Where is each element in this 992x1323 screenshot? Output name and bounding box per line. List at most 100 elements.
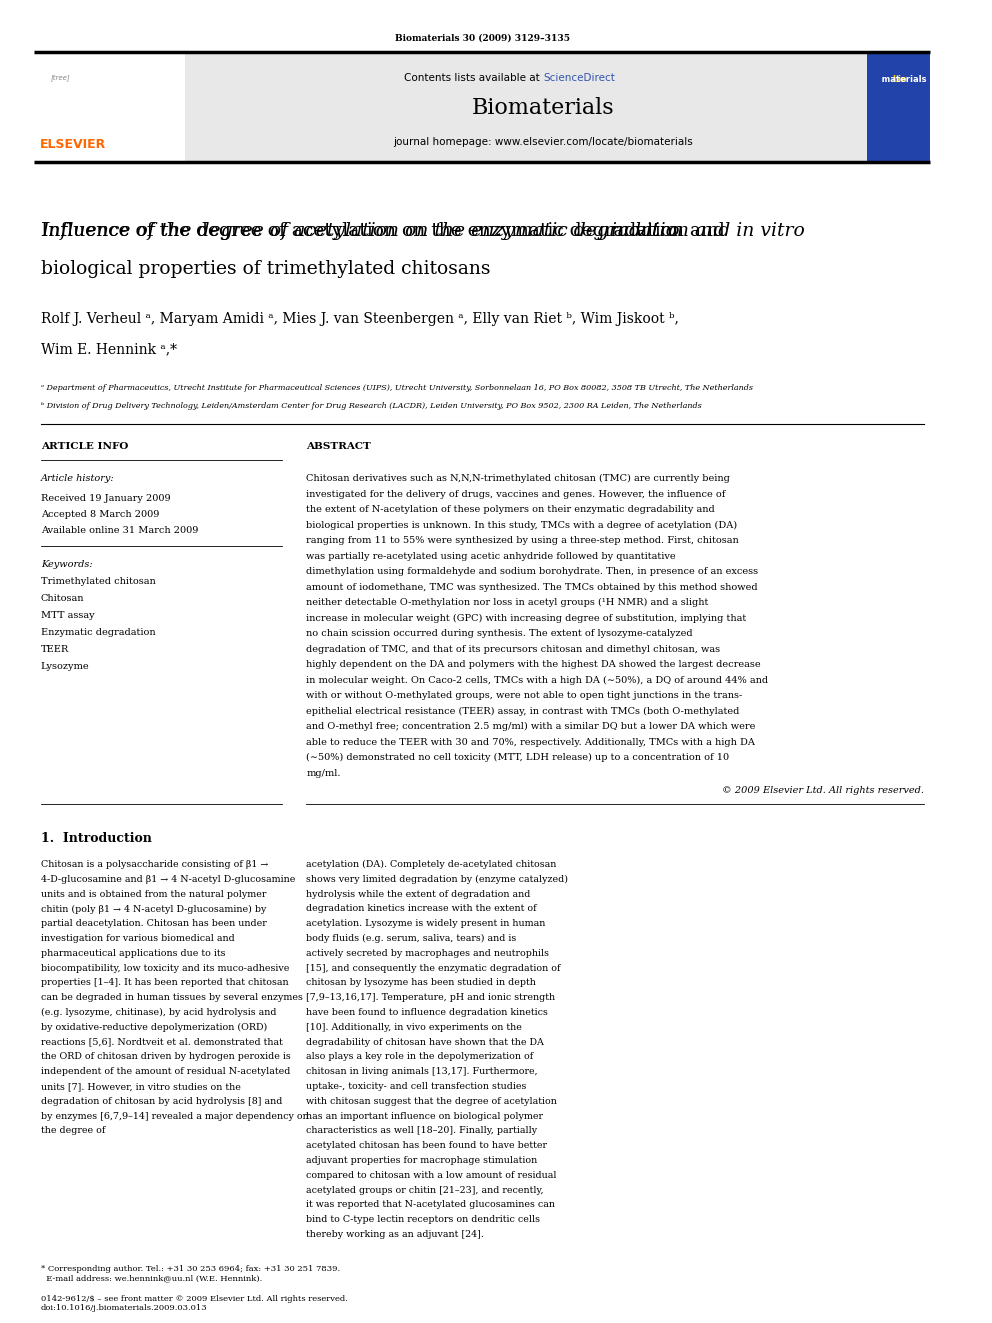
Text: actively secreted by macrophages and neutrophils: actively secreted by macrophages and neu… bbox=[307, 949, 550, 958]
Text: Influence of the degree of acetylation on the enzymatic degradation and in vitro: Influence of the degree of acetylation o… bbox=[41, 222, 805, 239]
Text: 0142-9612/$ – see front matter © 2009 Elsevier Ltd. All rights reserved.
doi:10.: 0142-9612/$ – see front matter © 2009 El… bbox=[41, 1295, 348, 1312]
Text: ELSEVIER: ELSEVIER bbox=[40, 138, 106, 151]
Text: degradation of TMC, and that of its precursors chitosan and dimethyl chitosan, w: degradation of TMC, and that of its prec… bbox=[307, 644, 720, 654]
Text: uptake-, toxicity- and cell transfection studies: uptake-, toxicity- and cell transfection… bbox=[307, 1082, 527, 1091]
Text: Keywords:: Keywords: bbox=[41, 560, 92, 569]
Text: pharmaceutical applications due to its: pharmaceutical applications due to its bbox=[41, 949, 225, 958]
Text: the extent of N-acetylation of these polymers on their enzymatic degradability a: the extent of N-acetylation of these pol… bbox=[307, 505, 715, 515]
Text: Rolf J. Verheul ᵃ, Maryam Amidi ᵃ, Mies J. van Steenbergen ᵃ, Elly van Riet ᵇ, W: Rolf J. Verheul ᵃ, Maryam Amidi ᵃ, Mies … bbox=[41, 312, 679, 325]
Text: adjuvant properties for macrophage stimulation: adjuvant properties for macrophage stimu… bbox=[307, 1156, 538, 1166]
Text: hydrolysis while the extent of degradation and: hydrolysis while the extent of degradati… bbox=[307, 889, 531, 898]
Text: with chitosan suggest that the degree of acetylation: with chitosan suggest that the degree of… bbox=[307, 1097, 558, 1106]
Text: degradability of chitosan have shown that the DA: degradability of chitosan have shown tha… bbox=[307, 1037, 545, 1046]
Text: properties [1–4]. It has been reported that chitosan: properties [1–4]. It has been reported t… bbox=[41, 979, 289, 987]
Text: characteristics as well [18–20]. Finally, partially: characteristics as well [18–20]. Finally… bbox=[307, 1126, 538, 1135]
Text: able to reduce the TEER with 30 and 70%, respectively. Additionally, TMCs with a: able to reduce the TEER with 30 and 70%,… bbox=[307, 737, 755, 746]
Text: epithelial electrical resistance (TEER) assay, in contrast with TMCs (both O-met: epithelial electrical resistance (TEER) … bbox=[307, 706, 740, 716]
Text: bind to C-type lectin receptors on dendritic cells: bind to C-type lectin receptors on dendr… bbox=[307, 1216, 541, 1224]
Text: TEER: TEER bbox=[41, 646, 69, 654]
Text: [tree]: [tree] bbox=[51, 74, 70, 82]
Text: investigated for the delivery of drugs, vaccines and genes. However, the influen: investigated for the delivery of drugs, … bbox=[307, 490, 725, 499]
Text: has an important influence on biological polymer: has an important influence on biological… bbox=[307, 1111, 544, 1121]
Text: neither detectable O-methylation nor loss in acetyl groups (¹H NMR) and a slight: neither detectable O-methylation nor los… bbox=[307, 598, 708, 607]
Bar bbox=[867, 52, 930, 161]
Text: was partially re-acetylated using acetic anhydride followed by quantitative: was partially re-acetylated using acetic… bbox=[307, 552, 676, 561]
Text: [15], and consequently the enzymatic degradation of: [15], and consequently the enzymatic deg… bbox=[307, 963, 560, 972]
Text: shows very limited degradation by (enzyme catalyzed): shows very limited degradation by (enzym… bbox=[307, 875, 568, 884]
Text: can be degraded in human tissues by several enzymes: can be degraded in human tissues by seve… bbox=[41, 994, 303, 1003]
Text: Received 19 January 2009: Received 19 January 2009 bbox=[41, 493, 171, 503]
Text: biological properties is unknown. In this study, TMCs with a degree of acetylati: biological properties is unknown. In thi… bbox=[307, 520, 737, 529]
Text: © 2009 Elsevier Ltd. All rights reserved.: © 2009 Elsevier Ltd. All rights reserved… bbox=[721, 786, 924, 795]
Text: chitin (poly β1 → 4 N-acetyl D-glucosamine) by: chitin (poly β1 → 4 N-acetyl D-glucosami… bbox=[41, 905, 266, 913]
Text: the degree of: the degree of bbox=[41, 1126, 105, 1135]
Text: Biomaterials 30 (2009) 3129–3135: Biomaterials 30 (2009) 3129–3135 bbox=[395, 33, 569, 42]
Text: with or without O-methylated groups, were not able to open tight junctions in th: with or without O-methylated groups, wer… bbox=[307, 691, 743, 700]
Text: reactions [5,6]. Nordtveit et al. demonstrated that: reactions [5,6]. Nordtveit et al. demons… bbox=[41, 1037, 283, 1046]
Text: 4-D-glucosamine and β1 → 4 N-acetyl D-glucosamine: 4-D-glucosamine and β1 → 4 N-acetyl D-gl… bbox=[41, 875, 296, 884]
Text: in molecular weight. On Caco-2 cells, TMCs with a high DA (∼50%), a DQ of around: in molecular weight. On Caco-2 cells, TM… bbox=[307, 676, 769, 684]
Text: independent of the amount of residual N-acetylated: independent of the amount of residual N-… bbox=[41, 1068, 291, 1076]
Text: biological properties of trimethylated chitosans: biological properties of trimethylated c… bbox=[41, 261, 490, 278]
Text: [7,9–13,16,17]. Temperature, pH and ionic strength: [7,9–13,16,17]. Temperature, pH and ioni… bbox=[307, 994, 556, 1003]
Text: body fluids (e.g. serum, saliva, tears) and is: body fluids (e.g. serum, saliva, tears) … bbox=[307, 934, 517, 943]
Text: degradation kinetics increase with the extent of: degradation kinetics increase with the e… bbox=[307, 905, 537, 913]
Text: ARTICLE INFO: ARTICLE INFO bbox=[41, 442, 128, 451]
Text: (e.g. lysozyme, chitinase), by acid hydrolysis and: (e.g. lysozyme, chitinase), by acid hydr… bbox=[41, 1008, 277, 1017]
Text: chitosan by lysozyme has been studied in depth: chitosan by lysozyme has been studied in… bbox=[307, 979, 536, 987]
Text: amount of iodomethane, TMC was synthesized. The TMCs obtained by this method sho: amount of iodomethane, TMC was synthesiz… bbox=[307, 582, 758, 591]
Text: Enzymatic degradation: Enzymatic degradation bbox=[41, 628, 156, 636]
Text: increase in molecular weight (GPC) with increasing degree of substitution, imply: increase in molecular weight (GPC) with … bbox=[307, 614, 747, 623]
Text: by oxidative-reductive depolymerization (ORD): by oxidative-reductive depolymerization … bbox=[41, 1023, 267, 1032]
Text: investigation for various biomedical and: investigation for various biomedical and bbox=[41, 934, 234, 943]
Text: Chitosan derivatives such as N,N,N-trimethylated chitosan (TMC) are currently be: Chitosan derivatives such as N,N,N-trime… bbox=[307, 474, 730, 483]
Text: Lysozyme: Lysozyme bbox=[41, 662, 89, 671]
Text: units [7]. However, in vitro studies on the: units [7]. However, in vitro studies on … bbox=[41, 1082, 241, 1091]
Bar bbox=[34, 52, 930, 161]
Text: bio: bio bbox=[892, 75, 907, 83]
Text: thereby working as an adjuvant [24].: thereby working as an adjuvant [24]. bbox=[307, 1230, 484, 1240]
Text: dimethylation using formaldehyde and sodium borohydrate. Then, in presence of an: dimethylation using formaldehyde and sod… bbox=[307, 568, 759, 576]
Text: Accepted 8 March 2009: Accepted 8 March 2009 bbox=[41, 509, 159, 519]
Text: chitosan in living animals [13,17]. Furthermore,: chitosan in living animals [13,17]. Furt… bbox=[307, 1068, 538, 1076]
Text: highly dependent on the DA and polymers with the highest DA showed the largest d: highly dependent on the DA and polymers … bbox=[307, 660, 761, 669]
Text: (∼50%) demonstrated no cell toxicity (MTT, LDH release) up to a concentration of: (∼50%) demonstrated no cell toxicity (MT… bbox=[307, 753, 729, 762]
Text: Available online 31 March 2009: Available online 31 March 2009 bbox=[41, 527, 198, 534]
Text: it was reported that N-acetylated glucosamines can: it was reported that N-acetylated glucos… bbox=[307, 1200, 556, 1209]
Text: Biomaterials: Biomaterials bbox=[472, 97, 614, 119]
Text: ScienceDirect: ScienceDirect bbox=[543, 73, 615, 83]
Text: ᵇ Division of Drug Delivery Technology, Leiden/Amsterdam Center for Drug Researc: ᵇ Division of Drug Delivery Technology, … bbox=[41, 402, 701, 410]
Text: the ORD of chitosan driven by hydrogen peroxide is: the ORD of chitosan driven by hydrogen p… bbox=[41, 1052, 291, 1061]
Text: ABSTRACT: ABSTRACT bbox=[307, 442, 371, 451]
Text: Influence of the degree of acetylation on the enzymatic degradation and: Influence of the degree of acetylation o… bbox=[41, 222, 731, 239]
Text: degradation of chitosan by acid hydrolysis [8] and: degradation of chitosan by acid hydrolys… bbox=[41, 1097, 282, 1106]
Text: acetylation (DA). Completely de-acetylated chitosan: acetylation (DA). Completely de-acetylat… bbox=[307, 860, 557, 869]
Text: acetylation. Lysozyme is widely present in human: acetylation. Lysozyme is widely present … bbox=[307, 919, 546, 929]
Text: biocompatibility, low toxicity and its muco-adhesive: biocompatibility, low toxicity and its m… bbox=[41, 963, 290, 972]
Text: MTT assay: MTT assay bbox=[41, 611, 94, 620]
Text: have been found to influence degradation kinetics: have been found to influence degradation… bbox=[307, 1008, 549, 1017]
Text: * Corresponding author. Tel.: +31 30 253 6964; fax: +31 30 251 7839.
  E-mail ad: * Corresponding author. Tel.: +31 30 253… bbox=[41, 1265, 340, 1282]
Text: materials: materials bbox=[873, 75, 927, 83]
Text: acetylated chitosan has been found to have better: acetylated chitosan has been found to ha… bbox=[307, 1142, 548, 1150]
Text: no chain scission occurred during synthesis. The extent of lysozyme-catalyzed: no chain scission occurred during synthe… bbox=[307, 628, 692, 638]
Text: by enzymes [6,7,9–14] revealed a major dependency on: by enzymes [6,7,9–14] revealed a major d… bbox=[41, 1111, 309, 1121]
Text: partial deacetylation. Chitosan has been under: partial deacetylation. Chitosan has been… bbox=[41, 919, 267, 929]
Text: ranging from 11 to 55% were synthesized by using a three-step method. First, chi: ranging from 11 to 55% were synthesized … bbox=[307, 536, 739, 545]
Text: Article history:: Article history: bbox=[41, 474, 114, 483]
Text: units and is obtained from the natural polymer: units and is obtained from the natural p… bbox=[41, 889, 266, 898]
Text: Contents lists available at: Contents lists available at bbox=[404, 73, 543, 83]
Text: 1.  Introduction: 1. Introduction bbox=[41, 832, 152, 845]
Text: Chitosan is a polysaccharide consisting of β1 →: Chitosan is a polysaccharide consisting … bbox=[41, 860, 268, 869]
Text: ᵃ Department of Pharmaceutics, Utrecht Institute for Pharmaceutical Sciences (UI: ᵃ Department of Pharmaceutics, Utrecht I… bbox=[41, 384, 753, 392]
Text: acetylated groups or chitin [21–23], and recently,: acetylated groups or chitin [21–23], and… bbox=[307, 1185, 544, 1195]
Text: and O-methyl free; concentration 2.5 mg/ml) with a similar DQ but a lower DA whi: and O-methyl free; concentration 2.5 mg/… bbox=[307, 722, 756, 732]
Text: mg/ml.: mg/ml. bbox=[307, 769, 341, 778]
Text: Chitosan: Chitosan bbox=[41, 594, 84, 603]
Text: Wim E. Hennink ᵃ,*: Wim E. Hennink ᵃ,* bbox=[41, 343, 177, 356]
Text: in vitro: in vitro bbox=[41, 222, 680, 239]
Text: journal homepage: www.elsevier.com/locate/biomaterials: journal homepage: www.elsevier.com/locat… bbox=[393, 138, 692, 147]
Bar bbox=[34, 52, 185, 161]
Text: Trimethylated chitosan: Trimethylated chitosan bbox=[41, 577, 156, 586]
Text: compared to chitosan with a low amount of residual: compared to chitosan with a low amount o… bbox=[307, 1171, 557, 1180]
